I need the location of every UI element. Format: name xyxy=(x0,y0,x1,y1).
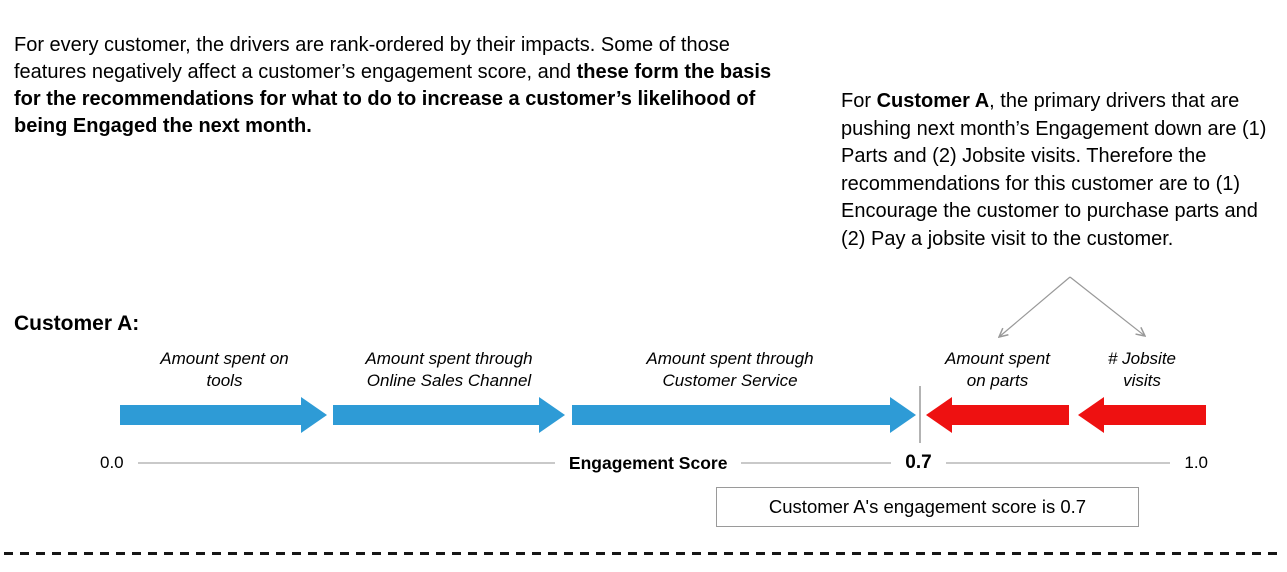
driver-label-tools: Amount spent on tools xyxy=(160,349,289,390)
callout-customer-name: Customer A xyxy=(876,90,990,112)
axis-line-segment xyxy=(945,462,1171,464)
intro-text-bold: these form the basis for the recommendat… xyxy=(14,61,772,137)
arrow-head-right-icon xyxy=(539,397,565,433)
axis-max-label: 1.0 xyxy=(1184,453,1208,472)
driver-arrow-tools xyxy=(120,397,327,433)
arrow-head-left-icon xyxy=(1078,397,1104,433)
engagement-score-axis: 0.0 Engagement Score 0.7 1.0 xyxy=(100,450,1208,476)
driver-arrow-parts xyxy=(926,397,1069,433)
axis-title: Engagement Score xyxy=(568,452,728,473)
arrow-body xyxy=(1104,405,1206,425)
intro-paragraph: For every customer, the drivers are rank… xyxy=(14,32,800,140)
callout-part2: , the primary drivers that are pushing n… xyxy=(841,90,1267,250)
axis-score-label: 0.7 xyxy=(905,452,932,473)
driver-arrow-jobsite-visits xyxy=(1078,397,1206,433)
axis-min-label: 0.0 xyxy=(100,453,124,472)
axis-line-segment xyxy=(137,462,555,464)
arrow-head-right-icon xyxy=(301,397,327,433)
customer-a-heading: Customer A: xyxy=(14,312,140,335)
arrow-body xyxy=(120,405,301,425)
callout-part1: For xyxy=(841,90,877,112)
callout-paragraph: For Customer A, the primary drivers that… xyxy=(841,88,1267,253)
driver-label-online-sales: Amount spent through Online Sales Channe… xyxy=(365,349,533,390)
arrow-head-right-icon xyxy=(890,397,916,433)
axis-line-segment xyxy=(741,462,892,464)
arrow-body xyxy=(572,405,890,425)
driver-arrow-customer-service xyxy=(572,397,916,433)
arrow-body xyxy=(333,405,539,425)
driver-arrow-online-sales xyxy=(333,397,565,433)
score-position-divider xyxy=(919,386,921,443)
driver-label-customer-service: Amount spent through Customer Service xyxy=(646,349,814,390)
driver-label-jobsite-visits: # Jobsite visits xyxy=(1107,349,1177,390)
intro-text-normal: For every customer, the drivers are rank… xyxy=(14,34,730,83)
driver-label-parts: Amount spent on parts xyxy=(945,349,1050,390)
arrow-body xyxy=(952,405,1069,425)
score-callout-box: Customer A's engagement score is 0.7 xyxy=(716,487,1139,527)
callout-pointer-arrows-icon xyxy=(950,276,1210,348)
arrow-head-left-icon xyxy=(926,397,952,433)
bottom-dashed-divider xyxy=(4,552,1283,555)
